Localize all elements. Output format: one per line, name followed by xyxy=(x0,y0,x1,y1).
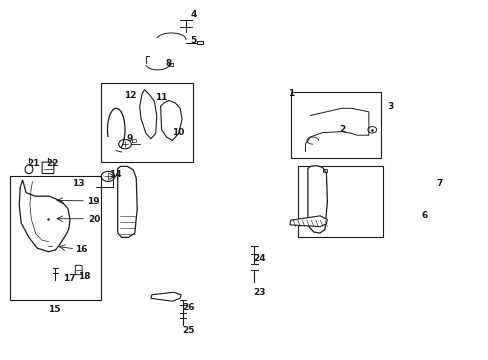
Bar xyxy=(322,168,327,172)
Text: 11: 11 xyxy=(155,93,167,102)
Polygon shape xyxy=(118,166,137,237)
Bar xyxy=(196,41,202,44)
Text: 20: 20 xyxy=(88,215,101,224)
Bar xyxy=(290,92,380,158)
Text: 21: 21 xyxy=(27,159,40,168)
Text: 16: 16 xyxy=(75,246,87,255)
Bar xyxy=(168,63,173,66)
Polygon shape xyxy=(151,292,181,301)
Text: 6: 6 xyxy=(421,211,427,220)
Bar xyxy=(10,176,101,300)
Bar xyxy=(36,196,50,211)
Polygon shape xyxy=(307,166,327,233)
Text: 4: 4 xyxy=(190,10,196,19)
Text: 3: 3 xyxy=(387,102,393,111)
Text: 23: 23 xyxy=(252,288,265,297)
Text: 9: 9 xyxy=(126,134,133,143)
Text: 25: 25 xyxy=(182,326,194,335)
Text: 12: 12 xyxy=(123,91,136,100)
Bar xyxy=(132,139,136,142)
Bar xyxy=(298,166,383,237)
Text: 7: 7 xyxy=(435,179,442,188)
Text: 17: 17 xyxy=(62,274,75,283)
Text: 22: 22 xyxy=(46,159,59,168)
Text: 14: 14 xyxy=(109,170,122,179)
Text: 19: 19 xyxy=(87,197,100,206)
Text: 10: 10 xyxy=(172,128,184,137)
Text: 15: 15 xyxy=(48,305,61,314)
Text: 5: 5 xyxy=(190,36,196,45)
Polygon shape xyxy=(289,216,327,226)
Text: 24: 24 xyxy=(252,255,265,264)
Text: 1: 1 xyxy=(287,89,293,98)
Text: 2: 2 xyxy=(338,125,345,134)
Text: 8: 8 xyxy=(165,59,172,68)
Polygon shape xyxy=(19,180,70,252)
Polygon shape xyxy=(140,90,157,139)
Text: 26: 26 xyxy=(182,303,194,312)
Text: 13: 13 xyxy=(72,179,85,188)
Bar xyxy=(101,83,193,162)
Text: 18: 18 xyxy=(78,272,91,281)
